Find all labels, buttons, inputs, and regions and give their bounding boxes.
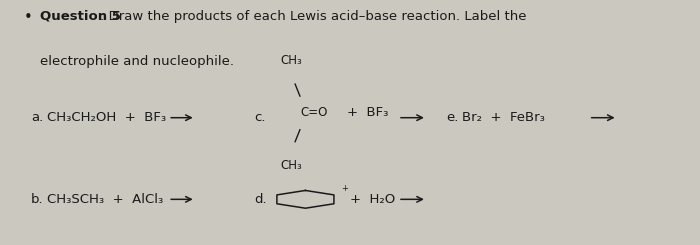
Text: CH₃CH₂OH  +  BF₃: CH₃CH₂OH + BF₃ xyxy=(47,111,166,124)
Text: +  BF₃: + BF₃ xyxy=(347,106,388,119)
Text: a.: a. xyxy=(31,111,43,124)
Text: Br₂  +  FeBr₃: Br₂ + FeBr₃ xyxy=(462,111,545,124)
Text: •: • xyxy=(24,10,33,25)
Text: CH₃SCH₃  +  AlCl₃: CH₃SCH₃ + AlCl₃ xyxy=(47,193,163,206)
Text: : Draw the products of each Lewis acid–base reaction. Label the: : Draw the products of each Lewis acid–b… xyxy=(99,10,526,23)
Text: Question 5: Question 5 xyxy=(40,10,121,23)
Text: CH₃: CH₃ xyxy=(281,159,302,172)
Text: CH₃: CH₃ xyxy=(281,54,302,67)
Text: C=O: C=O xyxy=(300,106,328,119)
Text: d.: d. xyxy=(254,193,267,206)
Text: e.: e. xyxy=(446,111,459,124)
Text: c.: c. xyxy=(254,111,265,124)
Text: +  H₂O: + H₂O xyxy=(350,193,395,206)
Text: b.: b. xyxy=(31,193,43,206)
Text: electrophile and nucleophile.: electrophile and nucleophile. xyxy=(40,55,234,68)
Text: +: + xyxy=(341,184,348,193)
